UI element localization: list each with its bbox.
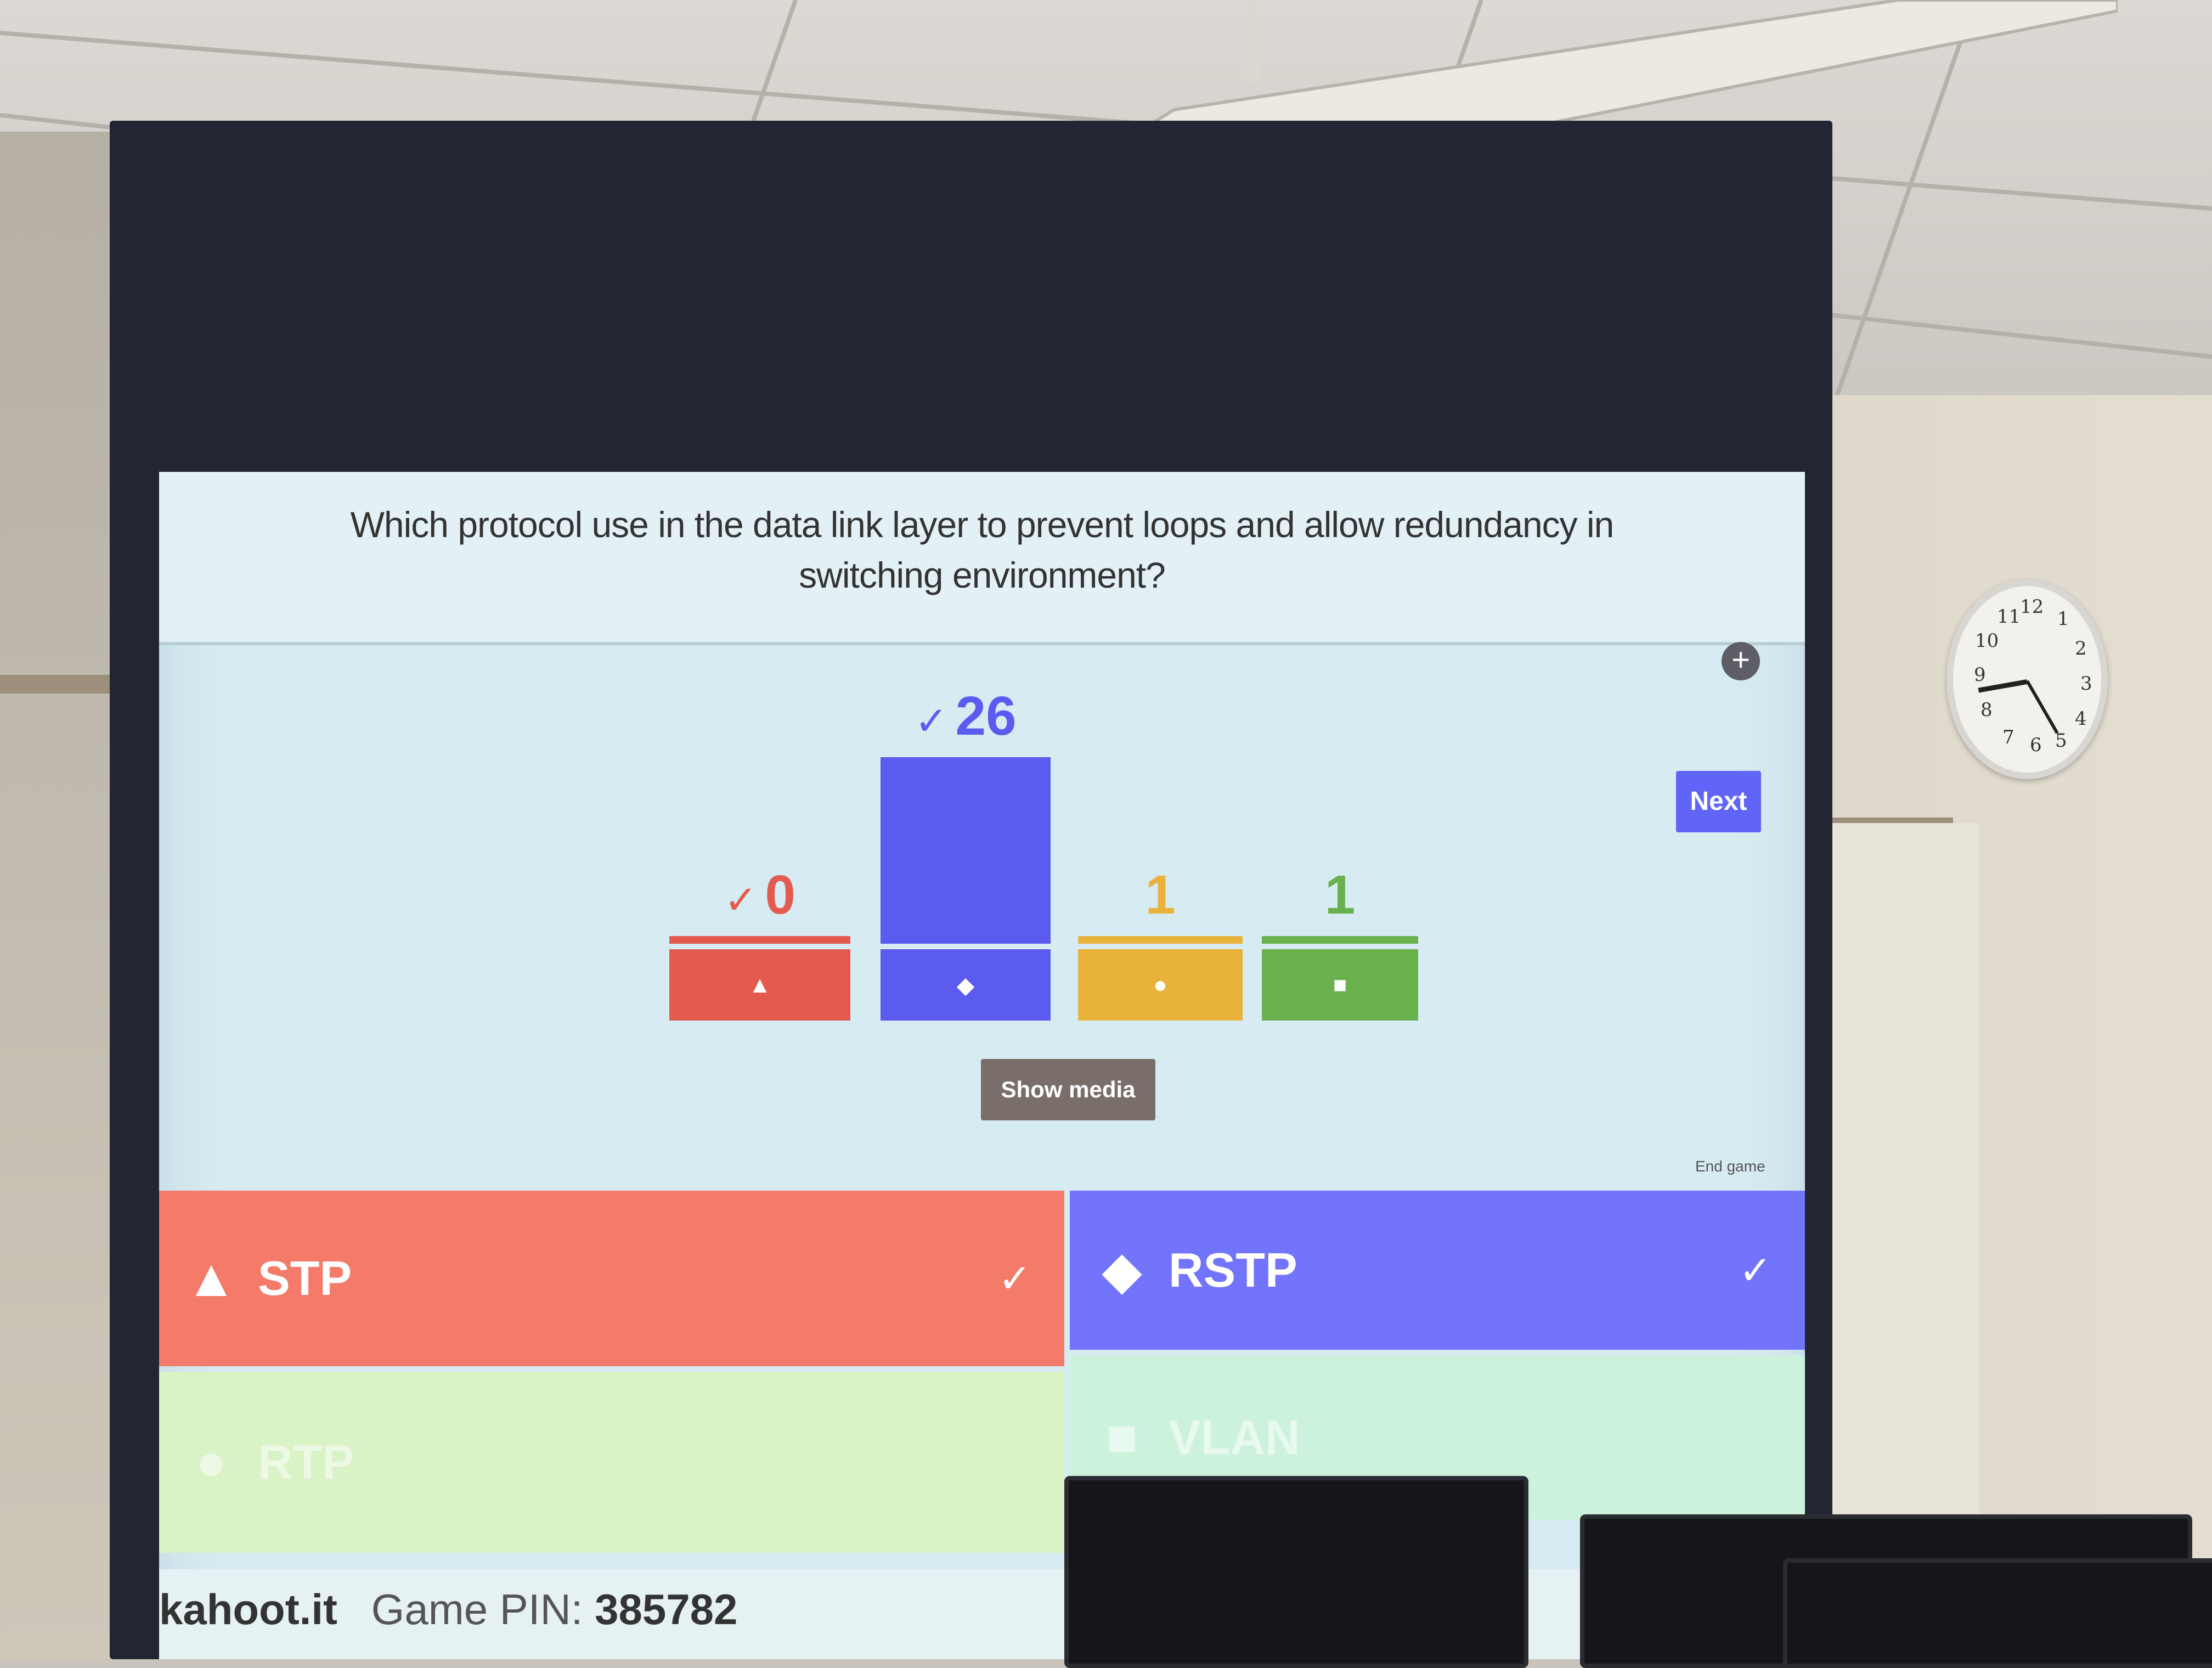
- clock-number: 10: [1975, 630, 1999, 652]
- kahoot-brand: kahoot.it: [159, 1585, 337, 1633]
- clock-number: 3: [2080, 673, 2092, 695]
- clock-number: 4: [2075, 708, 2087, 730]
- answer-stp[interactable]: ▲ STP ✓: [159, 1191, 1064, 1366]
- square-icon: ■: [1097, 1413, 1147, 1462]
- kahoot-screen: Which protocol use in the data link laye…: [159, 472, 1805, 1659]
- result-bar: [1078, 936, 1243, 944]
- result-count: 1: [1145, 864, 1176, 926]
- clock-number: 12: [2020, 596, 2044, 618]
- wall-clock: 12 1 2 3 4 5 6 7 8 9 10 11: [1946, 579, 2108, 779]
- clock-number: 8: [1980, 699, 1993, 721]
- result-bar-base: ◆: [881, 944, 1051, 1021]
- result-bar-group: ■1: [1262, 472, 1418, 1075]
- result-bar: [1262, 936, 1418, 944]
- clock-number: 7: [2002, 726, 2015, 748]
- result-bar-base: ▲: [669, 944, 850, 1021]
- computer-monitor: [1064, 1476, 1528, 1668]
- result-count-label: ✓26: [881, 683, 1051, 754]
- wall-trim: [0, 675, 110, 694]
- circle-icon: ●: [187, 1438, 236, 1487]
- result-count-label: 1: [1078, 862, 1243, 928]
- diamond-icon: ◆: [1097, 1246, 1147, 1295]
- triangle-icon: ▲: [187, 1254, 236, 1303]
- left-wall: [0, 132, 126, 1659]
- diamond-icon: ◆: [957, 972, 974, 999]
- result-count: 1: [1325, 864, 1356, 926]
- result-bar-group: ◆ ✓26: [881, 472, 1051, 1075]
- answer-label: RTP: [258, 1434, 354, 1490]
- result-bar-base: ●: [1078, 944, 1243, 1021]
- answer-label: VLAN: [1169, 1410, 1300, 1466]
- clock-number: 11: [1997, 606, 2021, 628]
- results-chart: ▲✓0◆✓26●1■1: [159, 472, 1805, 1130]
- clock-minute-hand: [2025, 680, 2058, 734]
- answer-rstp[interactable]: ◆ RSTP ✓: [1070, 1191, 1805, 1350]
- result-count: 0: [765, 864, 795, 926]
- check-icon: ✓: [724, 878, 757, 922]
- square-icon: ■: [1333, 972, 1347, 998]
- result-bar-group: ▲ ✓0: [669, 472, 850, 1075]
- check-icon: ✓: [915, 700, 947, 743]
- result-bar: [881, 757, 1051, 944]
- show-media-button[interactable]: Show media: [981, 1059, 1155, 1120]
- clock-number: 1: [2057, 608, 2069, 630]
- result-count-label: 1: [1262, 862, 1418, 928]
- circle-icon: ●: [1153, 972, 1167, 998]
- answer-label: RSTP: [1169, 1242, 1297, 1298]
- answer-label: STP: [258, 1250, 352, 1306]
- result-bar: [669, 936, 850, 944]
- clock-number: 6: [2030, 734, 2042, 756]
- check-icon: ✓: [998, 1255, 1031, 1301]
- check-icon: ✓: [1739, 1247, 1772, 1293]
- footer-text: kahoot.it Game PIN: 385782: [159, 1585, 737, 1635]
- computer-monitor: [1783, 1558, 2212, 1668]
- triangle-icon: ▲: [748, 972, 771, 998]
- result-bar-base: ■: [1262, 944, 1418, 1021]
- clock-number: 9: [1974, 664, 1986, 686]
- clock-number: 2: [2075, 638, 2087, 660]
- game-pin-value: 385782: [595, 1585, 737, 1633]
- result-count-label: ✓0: [669, 862, 850, 933]
- game-pin-label: Game PIN:: [371, 1585, 583, 1633]
- result-count: 26: [956, 685, 1017, 747]
- answer-rtp[interactable]: ● RTP: [159, 1372, 1064, 1553]
- footer: kahoot.it Game PIN: 385782: [159, 1569, 1805, 1659]
- result-bar-group: ●1: [1078, 472, 1243, 1075]
- end-game-link[interactable]: End game: [1695, 1158, 1765, 1175]
